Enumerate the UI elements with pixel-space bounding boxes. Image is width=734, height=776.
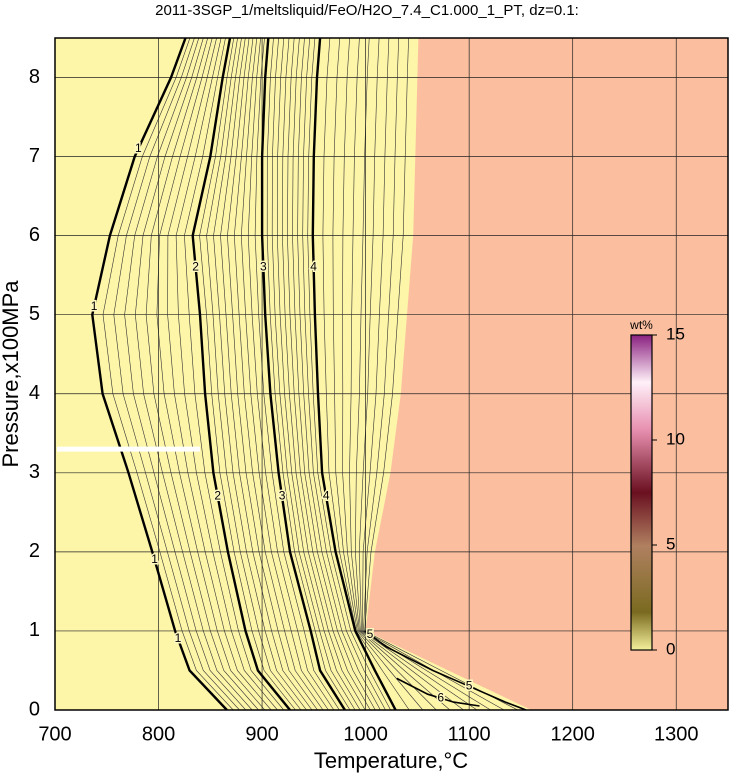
contour-line [396, 677, 480, 707]
contour-line [91, 38, 228, 710]
y-tick-label: 6 [29, 224, 40, 246]
y-tick-label: 2 [29, 540, 40, 562]
x-axis-label: Temperature,°C [314, 748, 468, 773]
x-tick-label: 900 [245, 723, 278, 745]
colorbar-tick-label: 0 [666, 639, 675, 658]
contour-label: 1 [91, 299, 98, 313]
contour-label: 5 [367, 627, 374, 641]
x-tick-label: 800 [142, 723, 175, 745]
contour-label: 2 [214, 489, 221, 503]
y-tick-label: 7 [29, 145, 40, 167]
plot-frame [54, 37, 729, 711]
contour-label: 1 [151, 552, 158, 566]
colorbar [630, 334, 653, 651]
contour-line [191, 38, 291, 710]
contour-line [364, 630, 527, 710]
y-tick-label: 0 [29, 698, 40, 720]
chart-title: 2011-3SGP_1/meltsliquid/FeO/H2O_7.4_C1.0… [155, 2, 579, 19]
contour-label: 3 [279, 489, 286, 503]
colorbar-label: wt% [629, 318, 653, 332]
y-tick-label: 8 [29, 66, 40, 88]
colorbar-tick-label: 5 [666, 534, 675, 553]
x-tick-label: 1100 [448, 723, 491, 745]
contour-label: 2 [192, 259, 199, 273]
contour-label: 6 [437, 690, 444, 704]
contour-label: 5 [466, 678, 473, 692]
y-tick-label: 1 [29, 619, 40, 641]
x-tick-label: 1300 [654, 723, 699, 745]
contour-label: 4 [310, 259, 317, 273]
region [365, 38, 728, 710]
colorbar-tick-label: 15 [666, 324, 685, 343]
y-axis-label: Pressure,x100MPa [0, 280, 23, 468]
y-tick-label: 3 [29, 461, 40, 483]
y-tick-label: 5 [29, 303, 40, 325]
contour-line [311, 38, 397, 710]
x-tick-label: 1000 [343, 723, 388, 745]
contour-line [260, 38, 346, 710]
x-tick-label: 700 [38, 723, 71, 745]
contour-label: 1 [175, 631, 182, 645]
x-tick-label: 1200 [550, 723, 595, 745]
colorbar-tick-label: 10 [666, 429, 685, 448]
contour-label: 4 [323, 489, 330, 503]
contour-label: 3 [260, 259, 267, 273]
y-tick-label: 4 [29, 382, 40, 404]
contour-label: 1 [135, 141, 142, 155]
